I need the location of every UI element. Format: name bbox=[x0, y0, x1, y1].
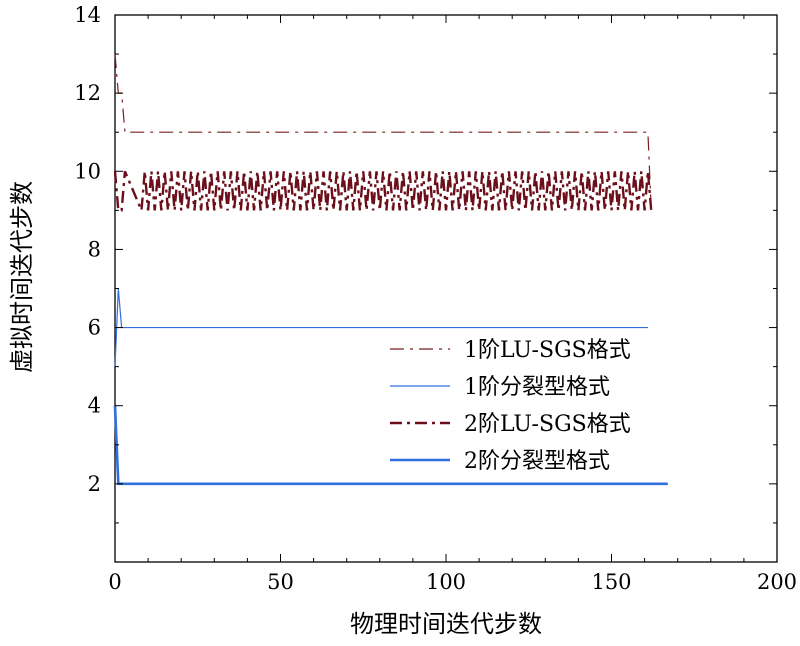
axis-ticks: 0 50 100 150 200 2 4 6 8 10 12 14 bbox=[74, 3, 797, 594]
x-tick-label: 100 bbox=[426, 570, 466, 594]
legend-label-1: 1阶LU-SGS格式 bbox=[464, 338, 631, 363]
y-tick-label: 4 bbox=[88, 394, 101, 418]
legend-label-4: 2阶分裂型格式 bbox=[464, 449, 610, 474]
legend-label-3: 2阶LU-SGS格式 bbox=[464, 412, 631, 437]
y-tick-label: 14 bbox=[74, 3, 101, 27]
x-tick-label: 50 bbox=[267, 570, 294, 594]
plot-frame bbox=[114, 14, 778, 563]
legend: 1阶LU-SGS格式 1阶分裂型格式 2阶LU-SGS格式 2阶分裂型格式 bbox=[390, 338, 631, 474]
y-tick-label: 6 bbox=[88, 316, 101, 340]
x-tick-label: 0 bbox=[108, 570, 121, 594]
series-line-3 bbox=[113, 170, 653, 212]
legend-label-2: 1阶分裂型格式 bbox=[464, 375, 610, 400]
x-tick-label: 200 bbox=[757, 570, 797, 594]
y-axis-label: 虚拟时间迭代步数 bbox=[8, 181, 36, 373]
y-tick-label: 12 bbox=[74, 81, 101, 105]
x-axis-label: 物理时间迭代步数 bbox=[350, 610, 542, 638]
y-tick-label: 8 bbox=[88, 237, 101, 261]
plot-area bbox=[114, 14, 778, 563]
y-tick-label: 2 bbox=[88, 472, 101, 496]
y-tick-label: 10 bbox=[74, 159, 101, 183]
x-tick-label: 150 bbox=[591, 570, 631, 594]
series-line-1 bbox=[114, 54, 652, 211]
